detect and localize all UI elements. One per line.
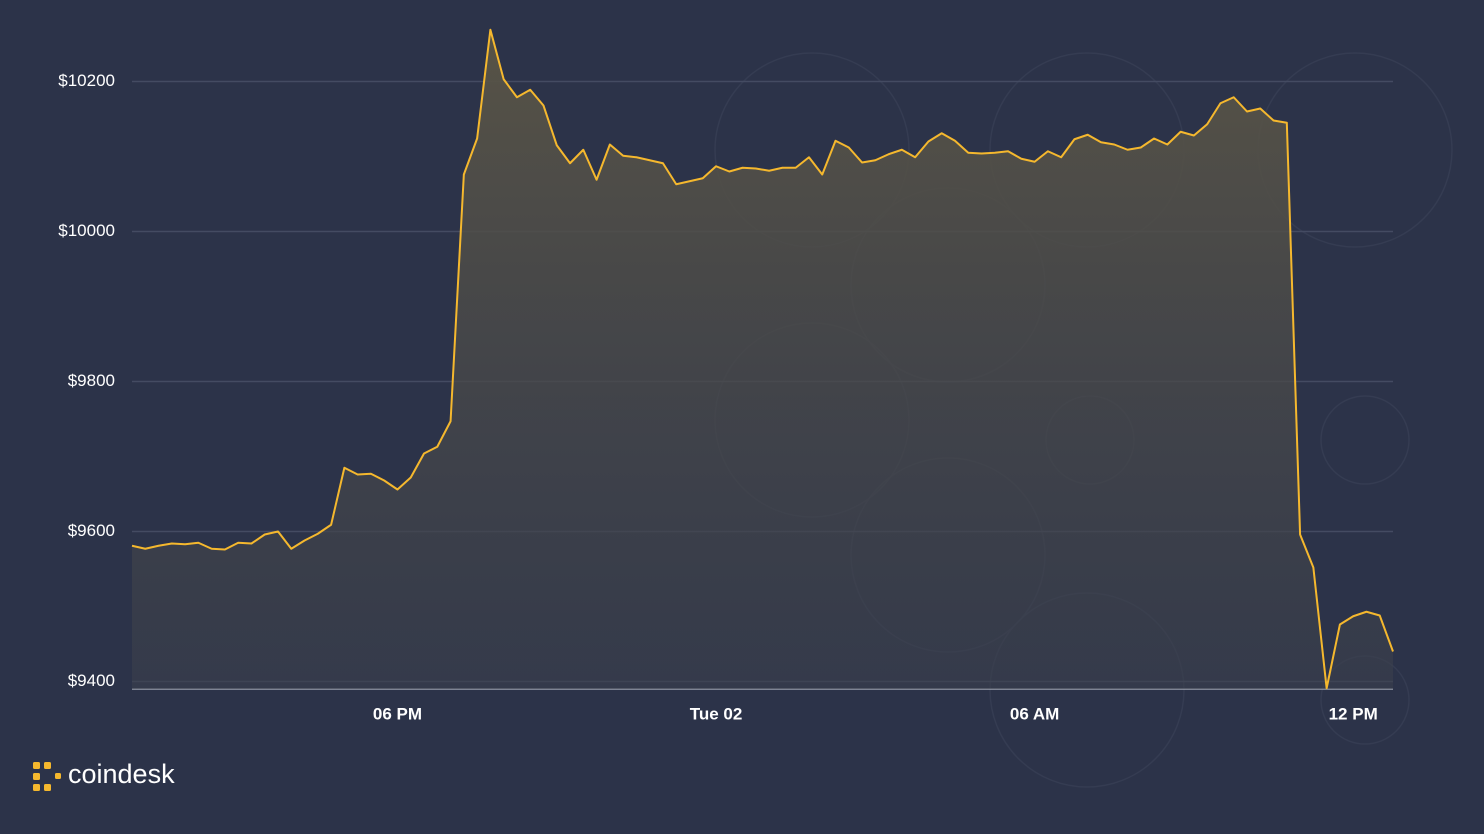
area [132,29,1393,689]
logo: coindesk [33,759,175,791]
y-tick-label: $9400 [68,671,115,690]
x-tick-label: 06 PM [373,704,422,723]
x-tick-label: Tue 02 [690,704,743,723]
line [131,28,1394,690]
logo-text: coindesk [68,759,175,789]
y-tick-label: $10200 [58,71,115,90]
y-tick-label: $9600 [68,521,115,540]
x-tick-label: 06 AM [1010,704,1059,723]
y-tick-label: $10000 [58,221,115,240]
x-tick-label: 12 PM [1329,704,1378,723]
y-tick-label: $9800 [68,371,115,390]
